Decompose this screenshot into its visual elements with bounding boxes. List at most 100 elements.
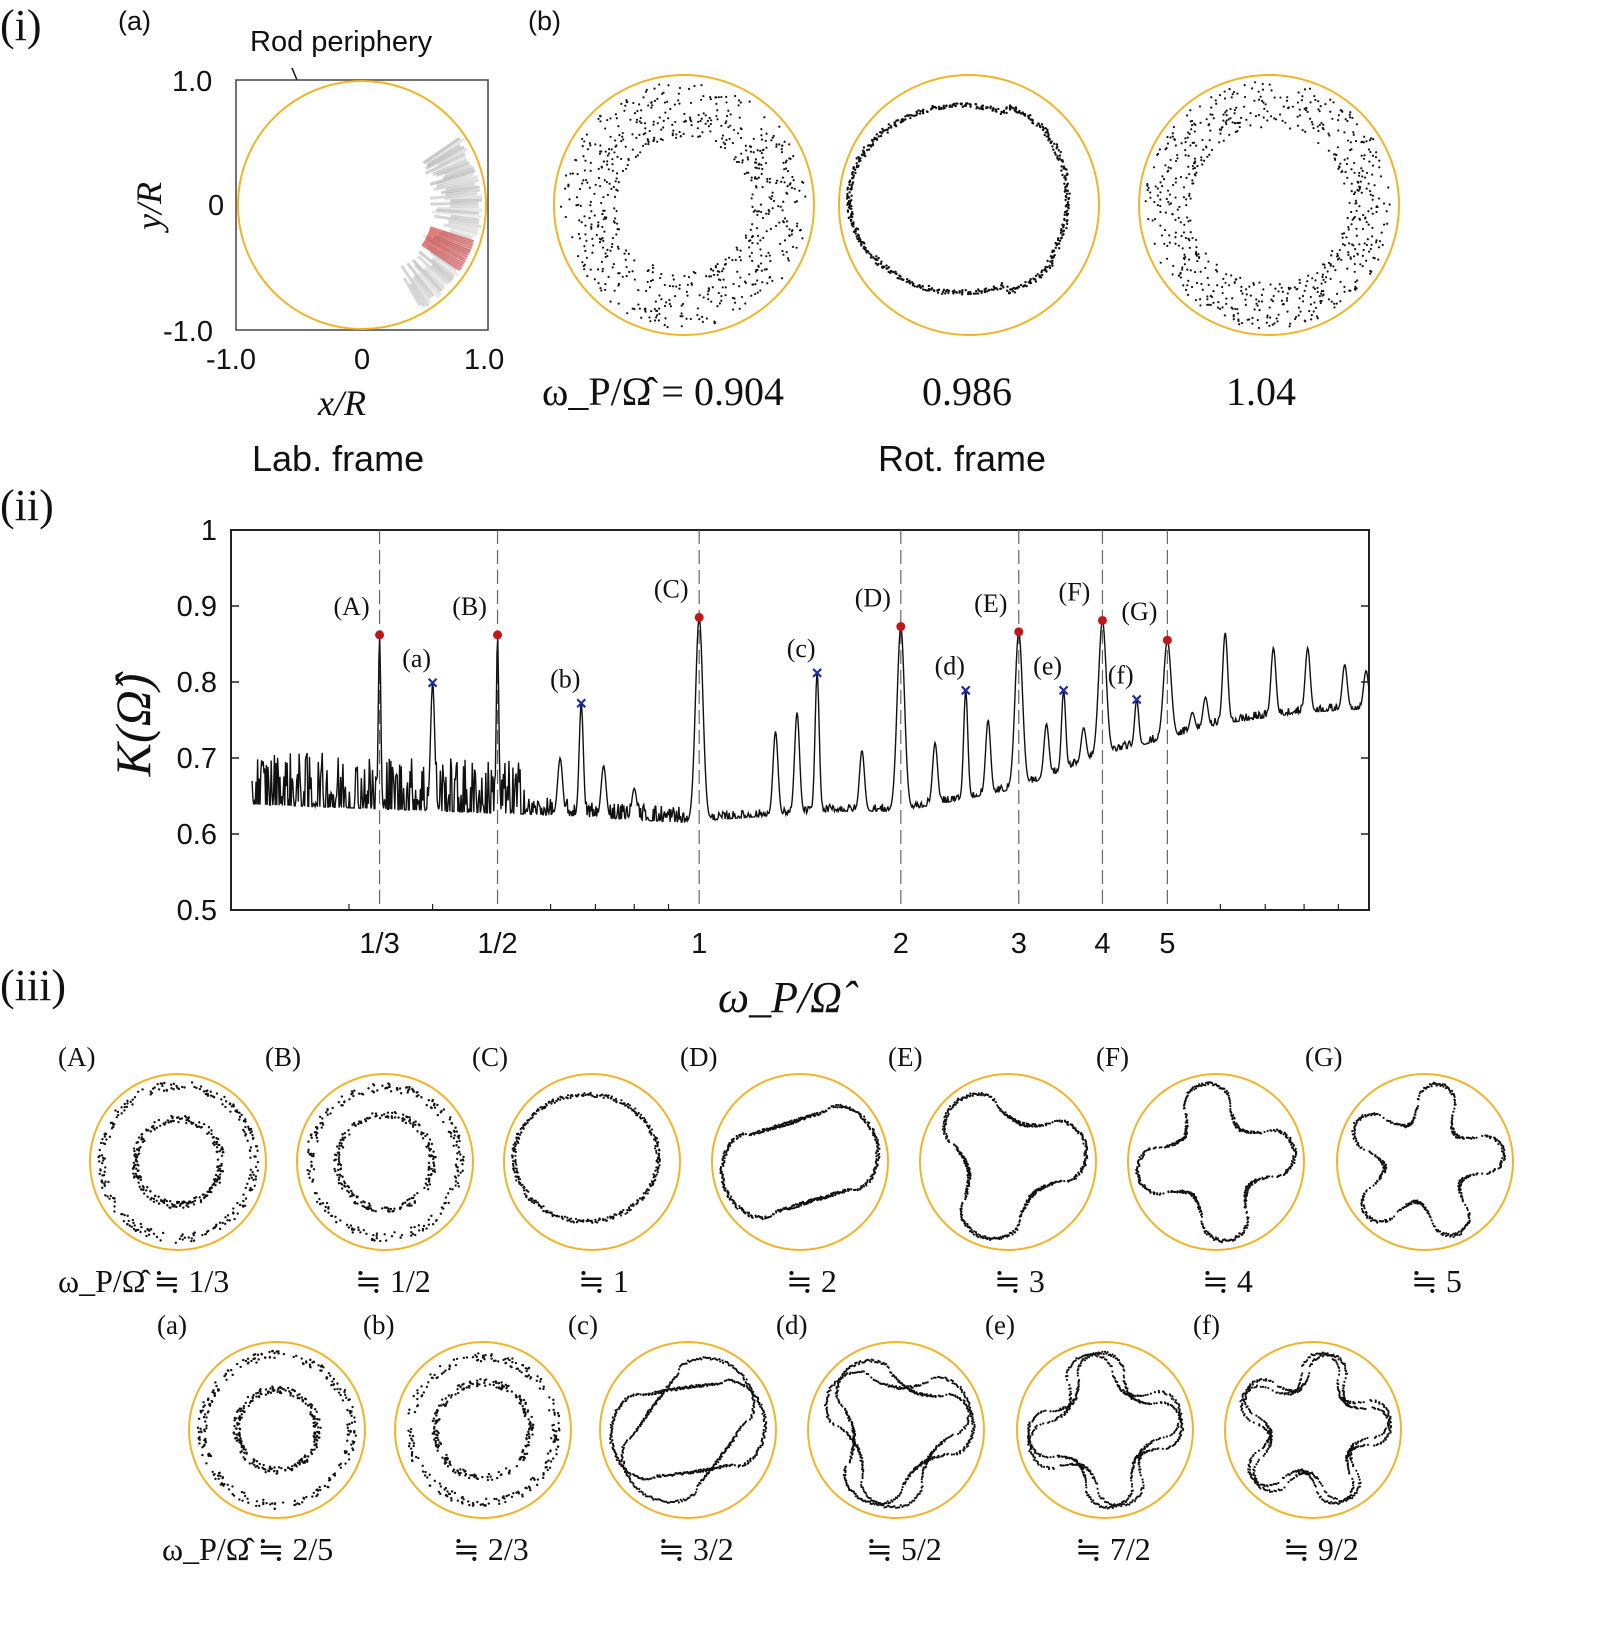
lab-y-tick-mid: 0	[208, 190, 225, 222]
orbit-dot	[658, 1154, 661, 1157]
orbit-dot	[100, 1154, 104, 1157]
orbit-dot	[98, 1148, 101, 1152]
orbit-dot	[825, 1110, 828, 1113]
orbit-dot	[244, 1134, 247, 1137]
lab-trace-red	[423, 240, 465, 265]
orbit-dot	[207, 1229, 210, 1233]
trajectory-dot	[761, 216, 765, 220]
trajectory-dot	[716, 118, 719, 121]
lab-trace	[442, 166, 475, 180]
orbit-dot	[738, 1204, 741, 1208]
orbit-dot	[326, 1108, 329, 1111]
trajectory-dot	[605, 180, 608, 184]
orbit-dot	[947, 1113, 950, 1116]
lab-trace	[418, 250, 454, 281]
lab-trace	[430, 264, 452, 283]
orbit-dot	[378, 1116, 382, 1120]
orbit-dot	[103, 1184, 107, 1187]
trajectory-dot	[728, 137, 731, 141]
orbit-dot	[531, 1116, 534, 1119]
trajectory-dot	[788, 143, 791, 146]
orbit-dot	[774, 1210, 778, 1213]
lab-trace-red	[422, 242, 462, 269]
orbit-dot	[1014, 1228, 1017, 1231]
orbit-dot	[339, 1219, 342, 1222]
trajectory-dot	[594, 143, 597, 146]
orbit-dot	[638, 1197, 641, 1200]
trajectory-dot	[775, 145, 778, 148]
orbit-dot	[329, 1112, 332, 1115]
orbit-dot	[190, 1239, 193, 1243]
trajectory-dot	[680, 312, 683, 315]
orbit-dot	[417, 1224, 421, 1227]
trajectory-dot	[568, 198, 571, 201]
orbit-dot	[399, 1236, 402, 1239]
orbit-dot	[409, 1122, 412, 1125]
orbit-dot	[360, 1201, 363, 1204]
orbit-dot	[310, 1160, 313, 1163]
orbit-dot	[594, 1220, 597, 1223]
orbit-dot	[557, 1097, 560, 1100]
trajectory-dot	[671, 274, 674, 277]
orbit-dot	[228, 1219, 232, 1222]
orbit-dot	[185, 1116, 188, 1119]
orbit-dot	[1170, 1189, 1173, 1193]
lab-trace	[402, 277, 422, 307]
orbit-dot	[336, 1151, 340, 1154]
orbit-dot	[114, 1109, 117, 1112]
orbit-dot	[307, 1148, 310, 1152]
orbit-dot	[321, 1117, 324, 1120]
orbit-dot	[1245, 1226, 1249, 1229]
orbit-dot	[514, 1159, 517, 1162]
orbit-dot	[453, 1175, 457, 1178]
orbit-dot	[652, 1176, 655, 1179]
orbit-dot	[187, 1236, 190, 1239]
lab-frame-plot	[235, 79, 489, 331]
orbit-dot	[361, 1093, 365, 1096]
orbit-dot	[347, 1226, 351, 1229]
orbit-dot	[131, 1167, 135, 1170]
lab-trace-red	[430, 226, 475, 243]
trajectory-dot	[582, 155, 585, 158]
trajectory-dot	[609, 300, 612, 303]
trajectory-dot	[645, 289, 648, 293]
orbit-dot	[1261, 1178, 1264, 1181]
trajectory-dot	[724, 262, 728, 266]
orbit-dot	[1256, 1178, 1260, 1181]
trajectory-dot	[667, 117, 670, 120]
orbit-dot	[157, 1118, 161, 1122]
orbit-dot	[1031, 1125, 1034, 1128]
orbit-dot	[945, 1118, 948, 1121]
orbit-dot	[443, 1202, 446, 1205]
orbit-dot	[868, 1180, 872, 1183]
orbit-dot	[135, 1155, 139, 1159]
orbit-dot	[848, 1188, 851, 1191]
trajectory-dot	[765, 212, 768, 215]
orbit-dot	[236, 1201, 239, 1205]
orbit-dot	[1221, 1239, 1224, 1242]
lab-trace-red	[422, 241, 464, 267]
trajectory-dot	[764, 161, 768, 165]
orbit-dot	[456, 1170, 460, 1173]
orbit-dot	[1140, 1154, 1143, 1157]
orbit-dot	[201, 1233, 204, 1237]
orbit-dot	[1243, 1227, 1246, 1230]
orbit-dot	[1201, 1225, 1205, 1228]
orbit-dot	[188, 1201, 192, 1204]
orbit-dot	[172, 1119, 175, 1123]
orbit-dot	[968, 1230, 972, 1233]
trajectory-dot	[621, 169, 625, 173]
orbit-dot	[221, 1170, 224, 1173]
trajectory-dot	[791, 245, 795, 249]
orbit-dot	[134, 1153, 137, 1156]
trajectory-dot	[667, 84, 670, 87]
orbit-dot	[1200, 1215, 1204, 1218]
orbit-dot	[515, 1179, 518, 1182]
orbit-dot	[447, 1130, 451, 1134]
orbit-dot	[1058, 1120, 1061, 1123]
orbit-dot	[106, 1195, 109, 1198]
lab-trace-red	[429, 229, 473, 247]
orbit-dot	[254, 1165, 258, 1169]
lab-trace	[429, 250, 458, 272]
orbit-dot	[944, 1114, 947, 1117]
